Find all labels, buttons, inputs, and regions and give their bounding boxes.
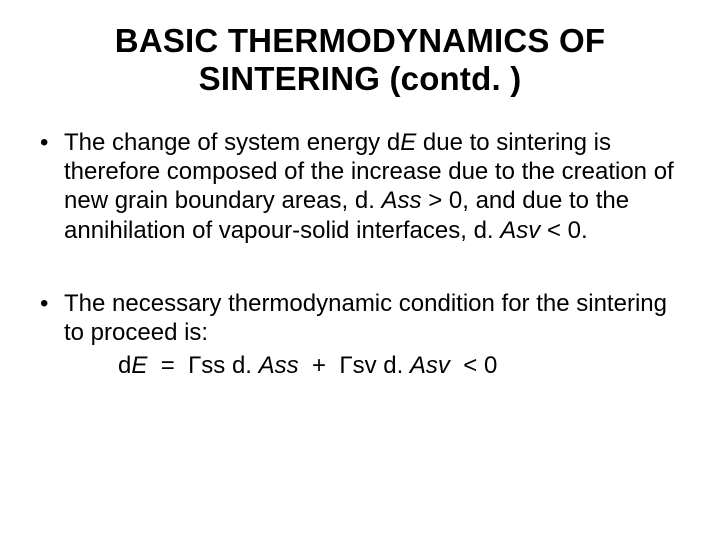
slide-title: BASIC THERMODYNAMICS OF SINTERING (contd… xyxy=(34,22,686,98)
equation: dE = Γss d. Ass + Γsv d. Asv < 0 xyxy=(64,351,686,380)
bullet-text: The necessary thermodynamic condition fo… xyxy=(64,289,686,348)
slide: BASIC THERMODYNAMICS OF SINTERING (contd… xyxy=(0,0,720,540)
bullet-item: The necessary thermodynamic condition fo… xyxy=(64,289,686,381)
bullet-text: The change of system energy dE due to si… xyxy=(64,128,686,245)
bullet-list: The change of system energy dE due to si… xyxy=(34,128,686,381)
bullet-item: The change of system energy dE due to si… xyxy=(64,128,686,245)
